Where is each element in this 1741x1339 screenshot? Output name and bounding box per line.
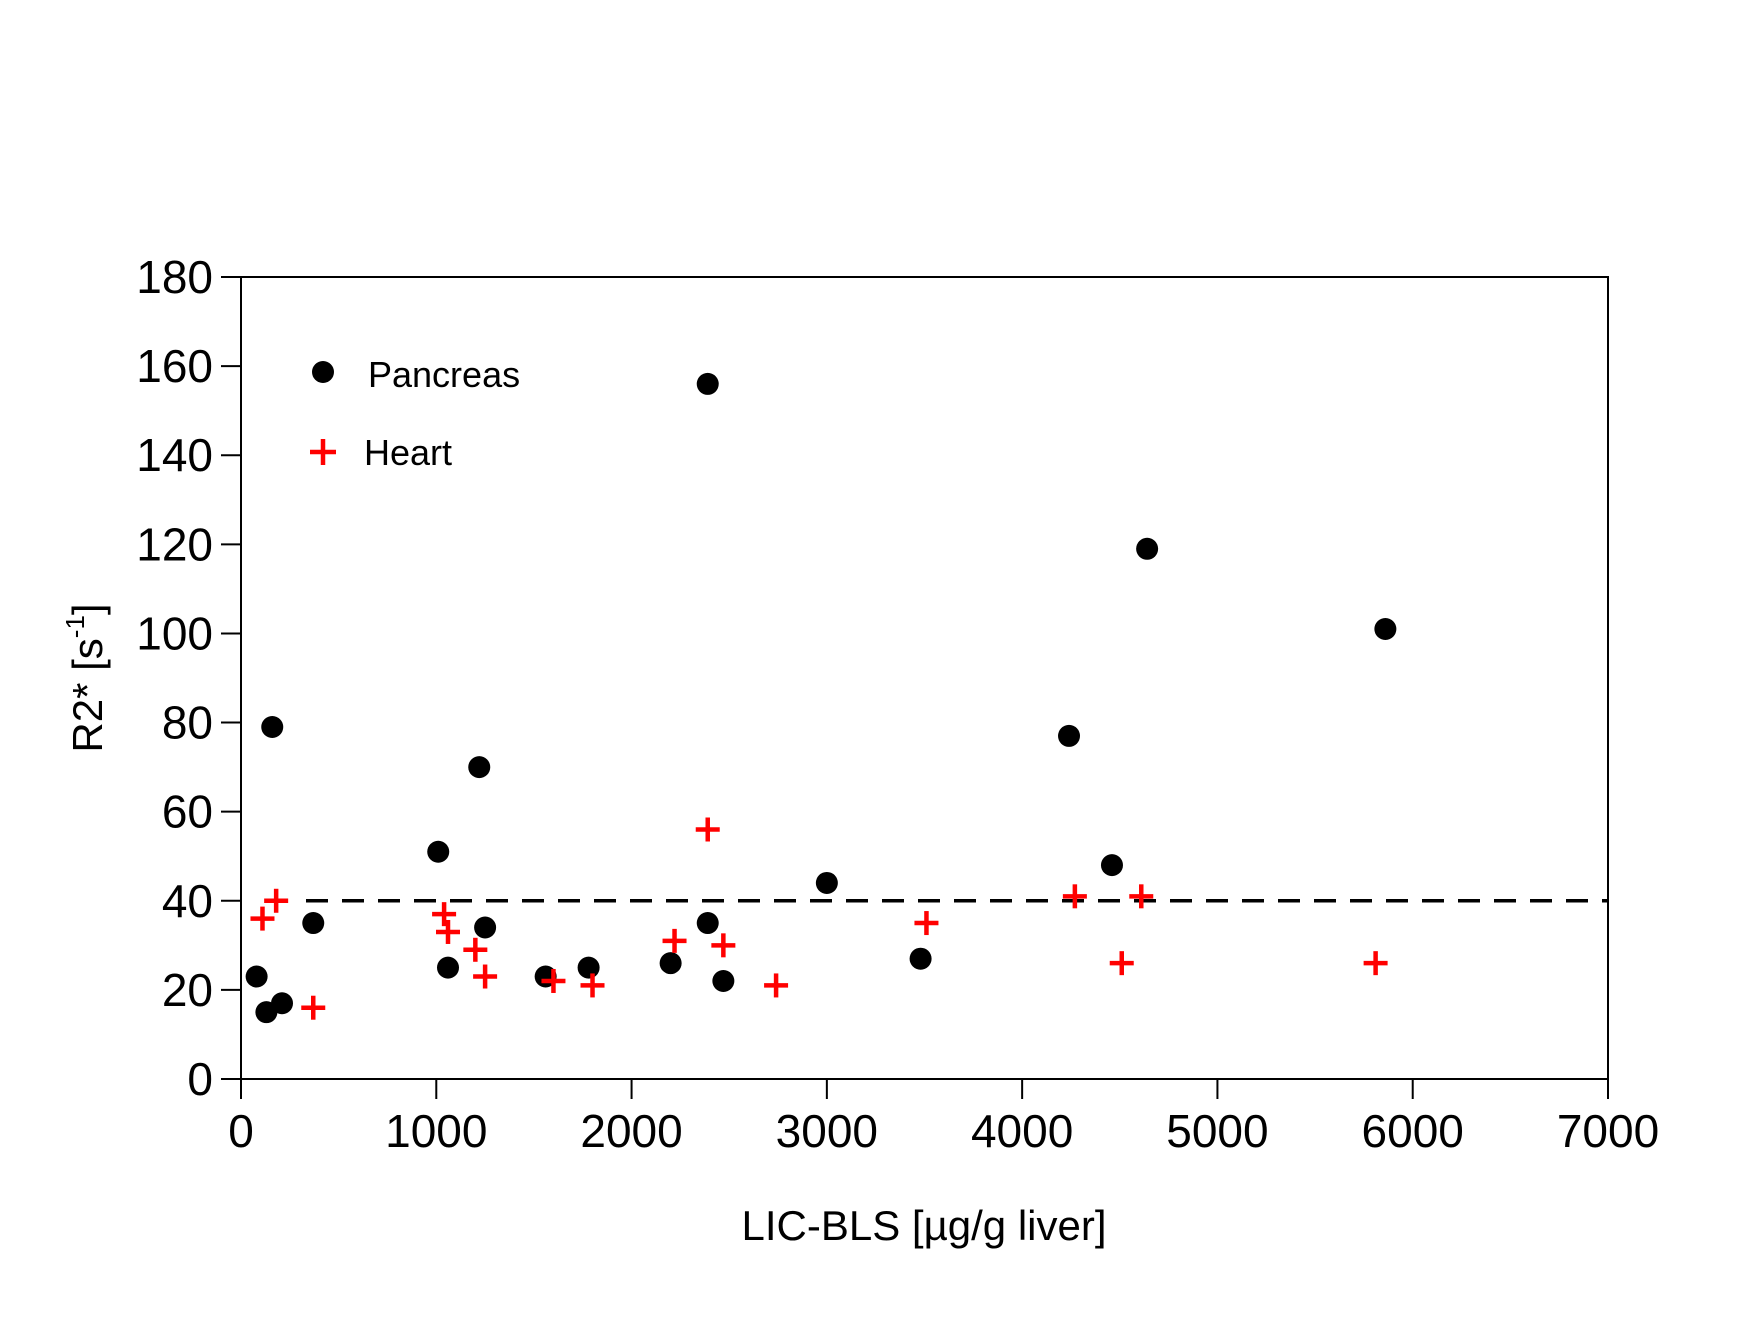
x-axis-title: LIC-BLS [µg/g liver]: [742, 1202, 1107, 1249]
heart-point-2: [301, 995, 326, 1020]
x-tick-label-2000: 2000: [580, 1105, 682, 1157]
pancreas-point-17: [1058, 724, 1081, 747]
heart-point-16: [1129, 884, 1154, 909]
heart-point-12: [764, 973, 789, 998]
heart-point-9: [662, 928, 687, 953]
y-tick-label-60: 60: [162, 786, 213, 838]
pancreas-point-16: [909, 947, 932, 970]
y-tick-label-140: 140: [136, 429, 213, 481]
heart-point-5: [463, 937, 488, 962]
pancreas-point-0: [245, 965, 268, 988]
pancreas-point-18: [1100, 854, 1123, 877]
pancreas-point-7: [468, 756, 491, 779]
pancreas-point-8: [474, 916, 497, 939]
y-tick-label-0: 0: [187, 1053, 213, 1105]
pancreas-point-14: [712, 969, 735, 992]
x-tick-label-4000: 4000: [971, 1105, 1073, 1157]
legend-heart-marker: [310, 439, 336, 465]
x-tick-label-5000: 5000: [1166, 1105, 1268, 1157]
y-tick-label-160: 160: [136, 340, 213, 392]
heart-point-13: [914, 911, 939, 936]
y-axis-title-tail: ]: [64, 603, 111, 615]
x-tick-label-6000: 6000: [1362, 1105, 1464, 1157]
pancreas-point-3: [271, 992, 294, 1015]
pancreas-point-19: [1136, 537, 1159, 560]
y-tick-label-180: 180: [136, 251, 213, 303]
x-tick-label-0: 0: [228, 1105, 254, 1157]
heart-point-3: [432, 902, 457, 927]
heart-point-7: [541, 968, 566, 993]
pancreas-point-12: [696, 372, 719, 395]
y-tick-label-20: 20: [162, 964, 213, 1016]
data-points: [245, 372, 1397, 1024]
y-axis-title-sup: -1: [60, 615, 90, 638]
heart-point-0: [250, 906, 275, 931]
x-tick-label-7000: 7000: [1557, 1105, 1659, 1157]
pancreas-point-4: [302, 912, 325, 935]
x-axis-ticks: 0 1000 2000 3000 4000 5000 6000 7000: [228, 1079, 1659, 1157]
heart-point-10: [695, 817, 720, 842]
y-tick-label-40: 40: [162, 875, 213, 927]
plot-frame: [240, 276, 1609, 1080]
pancreas-point-15: [815, 871, 838, 894]
heart-point-15: [1109, 951, 1134, 976]
heart-point-6: [473, 964, 498, 989]
pancreas-point-20: [1374, 617, 1397, 640]
pancreas-point-10: [577, 956, 600, 979]
y-tick-label-100: 100: [136, 607, 213, 659]
x-tick-label-1000: 1000: [385, 1105, 487, 1157]
heart-point-1: [264, 888, 289, 913]
y-axis-ticks: 0 20 40 60 80 100 120 140 160 180: [136, 251, 241, 1105]
legend: Pancreas Heart: [310, 354, 520, 473]
pancreas-point-5: [427, 840, 450, 863]
y-tick-label-80: 80: [162, 697, 213, 749]
y-tick-label-120: 120: [136, 518, 213, 570]
x-tick-label-3000: 3000: [776, 1105, 878, 1157]
heart-point-4: [436, 919, 461, 944]
heart-point-14: [1062, 884, 1087, 909]
y-axis-title: R2* [s-1]: [60, 603, 111, 752]
heart-point-8: [580, 973, 605, 998]
pancreas-point-13: [696, 912, 719, 935]
legend-pancreas-marker: [312, 361, 334, 383]
pancreas-point-2: [261, 716, 284, 739]
pancreas-point-6: [437, 956, 460, 979]
heart-point-11: [711, 933, 736, 958]
legend-heart-label: Heart: [364, 432, 452, 473]
legend-pancreas-label: Pancreas: [368, 354, 520, 395]
pancreas-point-11: [659, 952, 682, 975]
heart-point-17: [1363, 951, 1388, 976]
y-axis-title-main: R2* [s: [64, 638, 111, 752]
